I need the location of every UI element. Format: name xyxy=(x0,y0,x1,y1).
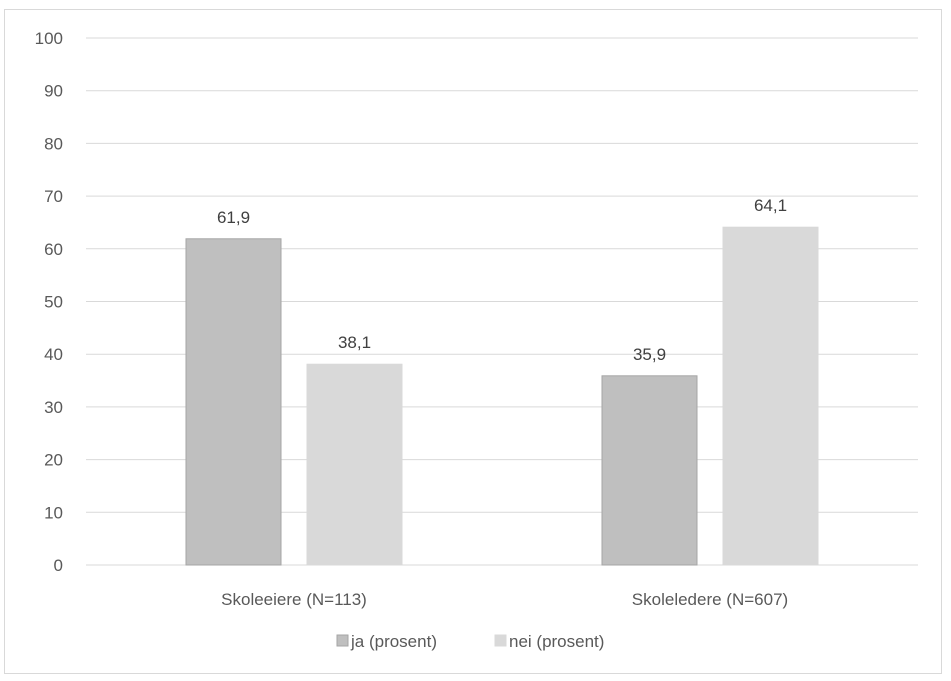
data-label: 35,9 xyxy=(633,345,666,364)
category-label: Skoleledere (N=607) xyxy=(632,590,788,609)
bars xyxy=(185,226,819,566)
y-tick-label: 20 xyxy=(44,451,63,470)
y-tick-label: 90 xyxy=(44,82,63,101)
y-tick-label: 70 xyxy=(44,187,63,206)
bar-ja-0 xyxy=(185,238,282,566)
y-tick-label: 60 xyxy=(44,240,63,259)
data-label: 38,1 xyxy=(338,333,371,352)
data-label: 61,9 xyxy=(217,208,250,227)
y-tick-label: 0 xyxy=(54,556,63,575)
legend-swatch xyxy=(336,634,349,647)
y-tick-label: 80 xyxy=(44,134,63,153)
legend: ja (prosent) nei (prosent) xyxy=(336,632,604,651)
legend-item: nei (prosent) xyxy=(494,632,604,651)
y-axis-ticks: 0 10 20 30 40 50 60 70 80 90 100 xyxy=(35,29,63,575)
legend-label: nei (prosent) xyxy=(509,632,604,651)
y-tick-label: 50 xyxy=(44,293,63,312)
data-labels: 61,9 38,1 35,9 64,1 xyxy=(217,196,787,364)
data-label: 64,1 xyxy=(754,196,787,215)
category-label: Skoleeiere (N=113) xyxy=(221,590,367,609)
y-tick-label: 100 xyxy=(35,29,63,48)
bar-nei-1 xyxy=(722,226,819,566)
y-tick-label: 30 xyxy=(44,398,63,417)
legend-swatch xyxy=(494,634,507,647)
bar-nei-0 xyxy=(306,363,403,566)
legend-label: ja (prosent) xyxy=(350,632,437,651)
x-axis-categories: Skoleeiere (N=113) Skoleledere (N=607) xyxy=(221,590,788,609)
legend-item: ja (prosent) xyxy=(336,632,437,651)
y-tick-label: 40 xyxy=(44,345,63,364)
y-tick-label: 10 xyxy=(44,503,63,522)
bar-ja-1 xyxy=(601,375,698,566)
